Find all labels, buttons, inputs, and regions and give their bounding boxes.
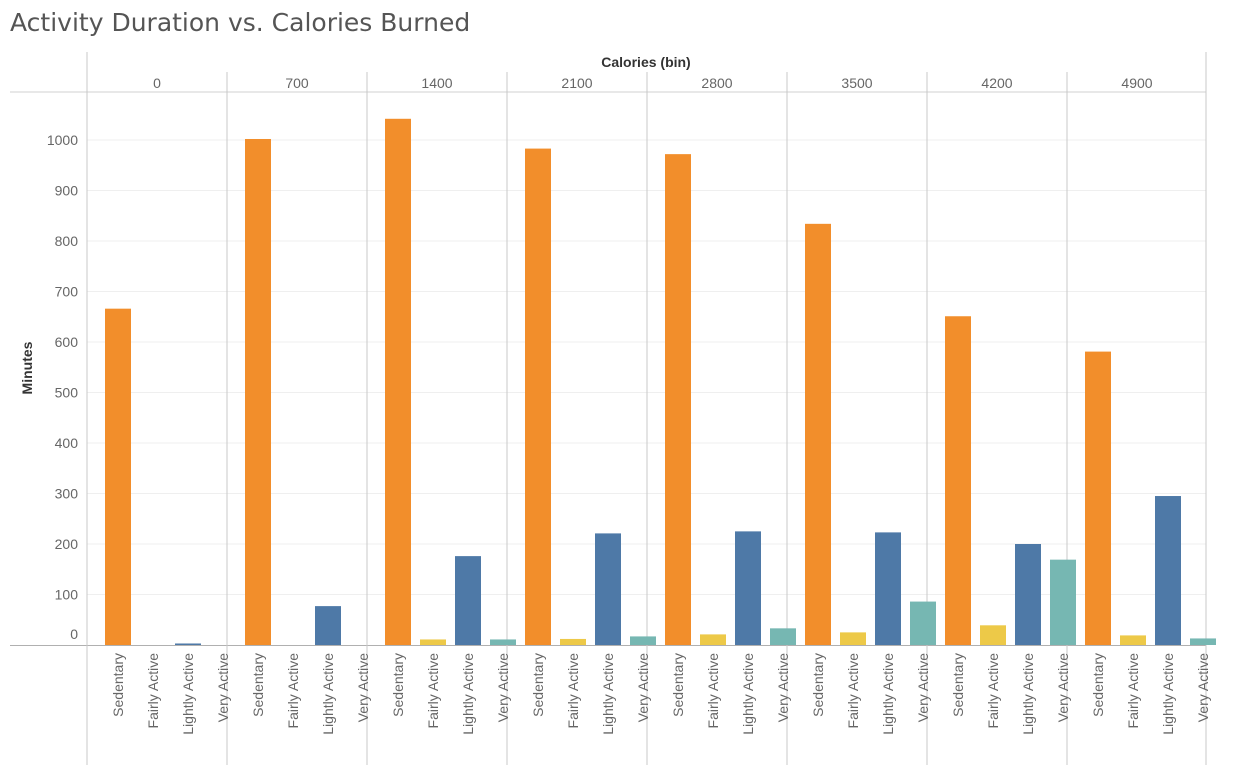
column-header-title: Calories (bin) bbox=[601, 54, 690, 70]
bar bbox=[105, 308, 131, 645]
bar bbox=[805, 223, 831, 645]
y-tick-label: 800 bbox=[55, 233, 79, 249]
y-tick-label: 1000 bbox=[47, 132, 78, 148]
y-tick-label: 400 bbox=[55, 435, 79, 451]
category-tick-label: Sedentary bbox=[530, 653, 546, 717]
calories-bin-label: 4900 bbox=[1121, 75, 1152, 91]
bar bbox=[385, 118, 411, 646]
labels: Calories (bin) Minutes 0 100 200 300 400 500 6… bbox=[19, 54, 1211, 735]
calories-bin-label: 4200 bbox=[981, 75, 1012, 91]
category-tick-label: Very Active bbox=[1195, 653, 1211, 722]
category-tick-label: Very Active bbox=[775, 653, 791, 722]
category-tick-label: Lightly Active bbox=[880, 653, 896, 735]
category-tick-label: Lightly Active bbox=[1160, 653, 1176, 735]
calories-bin-label: 3500 bbox=[841, 75, 872, 91]
category-tick-label: Fairly Active bbox=[705, 653, 721, 729]
bar bbox=[245, 138, 271, 646]
bar bbox=[490, 639, 516, 645]
bar bbox=[735, 531, 761, 645]
category-tick-label: Fairly Active bbox=[285, 653, 301, 729]
category-tick-label: Fairly Active bbox=[1125, 653, 1141, 729]
category-tick-label: Very Active bbox=[1055, 653, 1071, 722]
category-tick-label: Very Active bbox=[355, 653, 371, 722]
bar bbox=[1120, 635, 1146, 645]
calories-bin-label: 1400 bbox=[421, 75, 452, 91]
calories-bin-label: 2800 bbox=[701, 75, 732, 91]
category-tick-label: Sedentary bbox=[950, 653, 966, 717]
calories-bin-label: 0 bbox=[153, 75, 161, 91]
bar bbox=[175, 643, 201, 645]
category-tick-label: Very Active bbox=[915, 653, 931, 722]
bar bbox=[1085, 351, 1111, 645]
calories-bin-label: 2100 bbox=[561, 75, 592, 91]
bar bbox=[945, 316, 971, 645]
category-tick-label: Lightly Active bbox=[180, 653, 196, 735]
category-tick-label: Fairly Active bbox=[565, 653, 581, 729]
category-tick-label: Lightly Active bbox=[1020, 653, 1036, 735]
bars bbox=[105, 118, 1216, 646]
y-tick-label: 100 bbox=[55, 587, 79, 603]
bar bbox=[595, 533, 621, 645]
category-tick-label: Sedentary bbox=[1090, 653, 1106, 717]
y-tick-label: 700 bbox=[55, 284, 79, 300]
bar bbox=[1155, 496, 1181, 645]
bar bbox=[1190, 638, 1216, 645]
category-tick-label: Sedentary bbox=[110, 653, 126, 717]
y-tick-label: 900 bbox=[55, 183, 79, 199]
bar bbox=[315, 606, 341, 645]
category-tick-label: Lightly Active bbox=[320, 653, 336, 735]
chart-frame bbox=[10, 52, 1207, 765]
bar bbox=[910, 601, 936, 645]
y-tick-label: 600 bbox=[55, 334, 79, 350]
bar bbox=[630, 636, 656, 645]
bar bbox=[665, 154, 691, 645]
y-axis-title: Minutes bbox=[19, 341, 35, 394]
category-tick-label: Fairly Active bbox=[425, 653, 441, 729]
category-tick-label: Fairly Active bbox=[145, 653, 161, 729]
y-tick-label: 0 bbox=[70, 626, 78, 642]
bar bbox=[525, 148, 551, 645]
bar bbox=[875, 532, 901, 645]
category-tick-label: Very Active bbox=[215, 653, 231, 722]
chart-title: Activity Duration vs. Calories Burned bbox=[10, 8, 471, 37]
category-tick-label: Lightly Active bbox=[600, 653, 616, 735]
bar bbox=[420, 639, 446, 645]
category-tick-label: Sedentary bbox=[390, 653, 406, 717]
y-tick-label: 200 bbox=[55, 536, 79, 552]
bar bbox=[700, 634, 726, 645]
category-tick-label: Fairly Active bbox=[845, 653, 861, 729]
bar bbox=[980, 625, 1006, 645]
category-tick-label: Sedentary bbox=[670, 653, 686, 717]
bar bbox=[455, 556, 481, 645]
category-tick-label: Sedentary bbox=[810, 653, 826, 717]
category-tick-label: Lightly Active bbox=[740, 653, 756, 735]
category-tick-label: Very Active bbox=[495, 653, 511, 722]
category-tick-label: Fairly Active bbox=[985, 653, 1001, 729]
bar bbox=[840, 632, 866, 645]
category-tick-label: Lightly Active bbox=[460, 653, 476, 735]
category-tick-label: Very Active bbox=[635, 653, 651, 722]
bar bbox=[1050, 559, 1076, 645]
y-tick-label: 500 bbox=[55, 385, 79, 401]
bar bbox=[560, 638, 586, 645]
bar bbox=[1015, 544, 1041, 645]
bar bbox=[770, 628, 796, 645]
y-tick-label: 300 bbox=[55, 486, 79, 502]
calories-bin-label: 700 bbox=[285, 75, 309, 91]
category-tick-label: Sedentary bbox=[250, 653, 266, 717]
